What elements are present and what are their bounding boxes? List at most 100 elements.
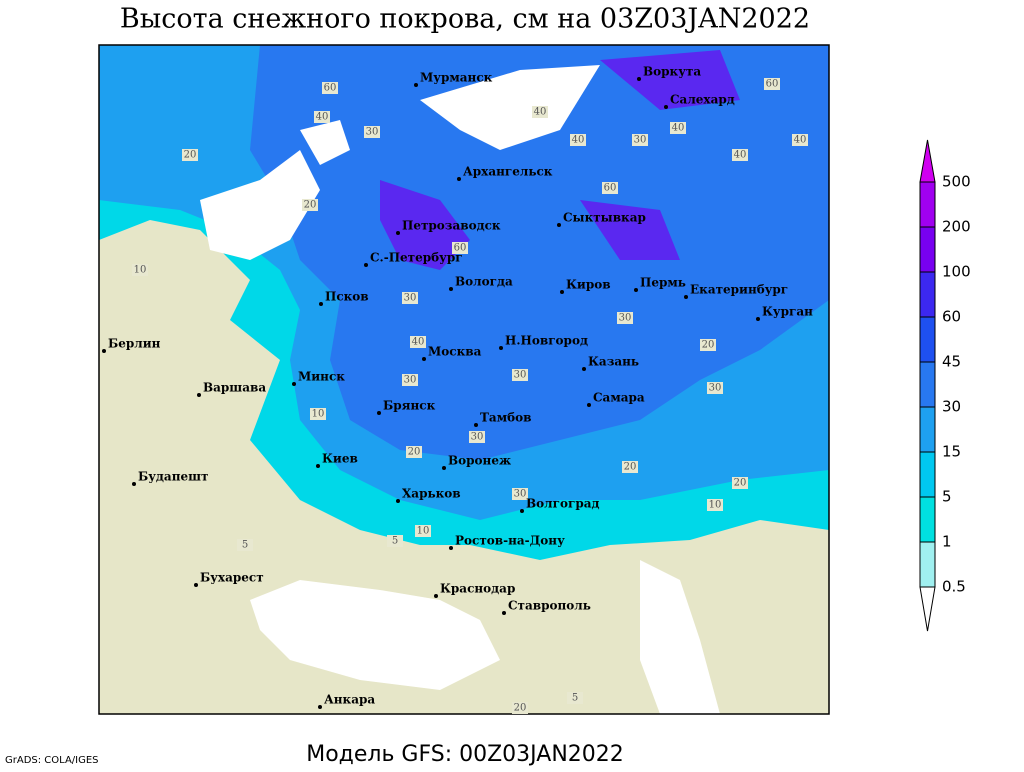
contour-label-box bbox=[410, 336, 426, 348]
city-dot bbox=[449, 546, 453, 550]
contour-label: 10 bbox=[312, 409, 325, 420]
city-dot bbox=[634, 288, 638, 292]
colorbar-label: 5 bbox=[942, 488, 952, 506]
contour-label: 5 bbox=[572, 693, 578, 704]
city-dot bbox=[316, 464, 320, 468]
contour-label-box bbox=[602, 182, 618, 194]
contour-label: 60 bbox=[604, 183, 617, 194]
city-label: Харьков bbox=[402, 487, 461, 501]
city-label: С.-Петербург bbox=[370, 251, 463, 265]
contour-label: 40 bbox=[534, 107, 547, 118]
city-label: Н.Новгород bbox=[505, 334, 588, 348]
city-dot bbox=[520, 509, 524, 513]
contour-label: 40 bbox=[572, 135, 585, 146]
contour-label-box bbox=[570, 134, 586, 146]
contour-label: 20 bbox=[408, 447, 421, 458]
colorbar-segment bbox=[919, 139, 936, 183]
colorbar-label: 200 bbox=[942, 218, 971, 236]
city-label: Минск bbox=[298, 370, 345, 384]
contour-label: 60 bbox=[766, 79, 779, 90]
city-dot bbox=[132, 482, 136, 486]
contour-label: 10 bbox=[709, 500, 722, 511]
contour-label-box bbox=[670, 122, 686, 134]
contour-label: 5 bbox=[242, 540, 248, 551]
contour-label-box bbox=[567, 692, 583, 704]
city-dot bbox=[396, 499, 400, 503]
city-dot bbox=[377, 411, 381, 415]
contour-label-box bbox=[402, 374, 418, 386]
contour-label: 30 bbox=[404, 375, 417, 386]
city-dot bbox=[684, 295, 688, 299]
city-label: Берлин bbox=[108, 337, 161, 351]
city-label: Брянск bbox=[383, 399, 436, 413]
city-label: Ростов-на-Дону bbox=[455, 534, 565, 548]
city-dot bbox=[557, 223, 561, 227]
city-dot bbox=[637, 77, 641, 81]
city-dot bbox=[502, 611, 506, 615]
contour-label-box bbox=[132, 264, 148, 276]
city-label: Воркута bbox=[643, 65, 701, 79]
city-dot bbox=[414, 83, 418, 87]
colorbar-segment bbox=[919, 541, 936, 588]
city-label: Киров bbox=[566, 278, 611, 292]
city-dot bbox=[664, 105, 668, 109]
city-label: Мурманск bbox=[420, 71, 493, 85]
colorbar-segment bbox=[919, 586, 936, 632]
contour-label: 30 bbox=[709, 383, 722, 394]
map bbox=[98, 44, 830, 715]
city-dot bbox=[102, 349, 106, 353]
city-dot bbox=[318, 705, 322, 709]
colorbar-label: 45 bbox=[942, 353, 961, 371]
contour-label-box bbox=[406, 446, 422, 458]
contour-label-box bbox=[415, 525, 431, 537]
contour-label-box bbox=[732, 477, 748, 489]
city-label: Петрозаводск bbox=[402, 219, 501, 233]
city-label: Казань bbox=[588, 355, 639, 369]
city-label: Пермь bbox=[640, 276, 686, 290]
contour-label: 20 bbox=[734, 478, 747, 489]
city-dot bbox=[499, 346, 503, 350]
contour-label: 20 bbox=[304, 200, 317, 211]
city-label: Волгоград bbox=[526, 497, 599, 511]
contour-label: 30 bbox=[619, 313, 632, 324]
title: Высота снежного покрова, см на 03Z03JAN2… bbox=[120, 4, 810, 35]
contour-label: 40 bbox=[672, 123, 685, 134]
colorbar-segment bbox=[919, 181, 936, 228]
contour-label-box bbox=[700, 339, 716, 351]
contour-label: 10 bbox=[417, 526, 430, 537]
contour-label: 30 bbox=[514, 489, 527, 500]
contour-label: 20 bbox=[624, 462, 637, 473]
colorbar-segment bbox=[919, 406, 936, 453]
city-label: Псков bbox=[325, 290, 369, 304]
caspian-sea bbox=[640, 560, 720, 714]
contour-label: 30 bbox=[514, 370, 527, 381]
contour-label-box bbox=[452, 242, 468, 254]
contour-label-box bbox=[512, 702, 528, 714]
contour-label-box bbox=[622, 461, 638, 473]
city-dot bbox=[474, 423, 478, 427]
contour-label: 10 bbox=[134, 265, 147, 276]
contour-label: 30 bbox=[634, 135, 647, 146]
contour-label-box bbox=[732, 149, 748, 161]
city-label: Анкара bbox=[324, 693, 375, 707]
city-dot bbox=[560, 290, 564, 294]
city-dot bbox=[756, 317, 760, 321]
contour-label: 40 bbox=[316, 112, 329, 123]
city-label: Будапешт bbox=[138, 470, 208, 484]
contour-label: 30 bbox=[366, 127, 379, 138]
black-sea bbox=[250, 580, 500, 690]
contour-label: 30 bbox=[471, 432, 484, 443]
contour-label-box bbox=[469, 431, 485, 443]
city-label: Вологда bbox=[455, 275, 513, 289]
city-label: Москва bbox=[428, 345, 482, 359]
contour-label: 20 bbox=[702, 340, 715, 351]
colorbar-label: 15 bbox=[942, 443, 961, 461]
city-dot bbox=[364, 263, 368, 267]
colorbar-label: 100 bbox=[942, 263, 971, 281]
city-label: Курган bbox=[762, 305, 813, 319]
contour-label-box bbox=[364, 126, 380, 138]
city-dot bbox=[197, 393, 201, 397]
contour-label-box bbox=[302, 199, 318, 211]
contour-label-box bbox=[322, 82, 338, 94]
